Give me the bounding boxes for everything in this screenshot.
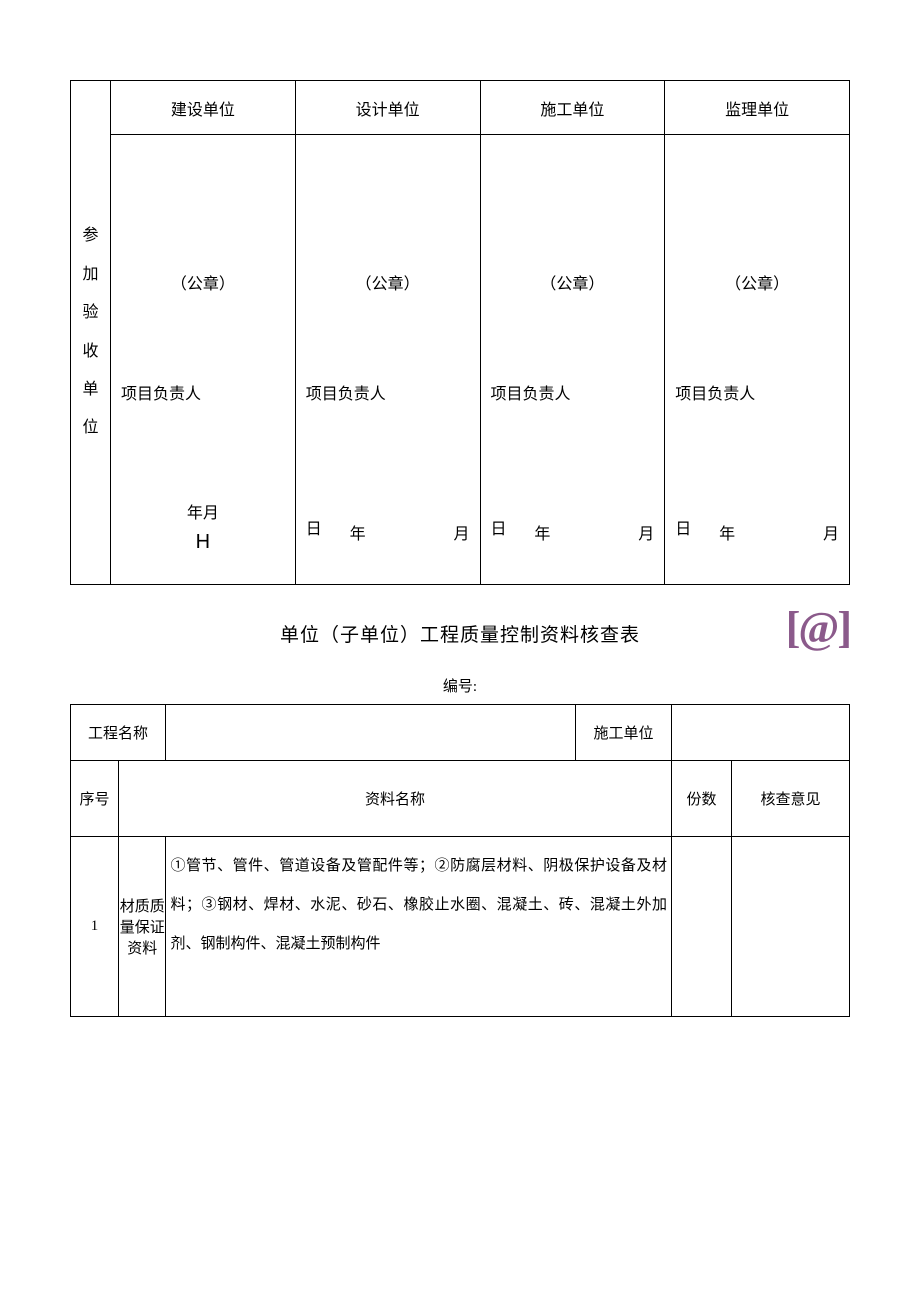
v-char: 位	[71, 409, 110, 447]
seq-header: 序号	[71, 761, 119, 837]
project-name-label: 工程名称	[71, 705, 166, 761]
material-detail: ①管节、管件、管道设备及管配件等；②防腐层材料、阴极保护设备及材料；③钢材、焊材…	[166, 837, 672, 1017]
date-line: 年 月	[481, 520, 665, 544]
col-header-builder: 施工单位	[480, 81, 665, 135]
date-block: 年月 H	[111, 499, 295, 554]
v-char: 加	[71, 256, 110, 294]
col-header-design: 设计单位	[295, 81, 480, 135]
quality-control-table: 工程名称 施工单位 序号 资料名称 份数 核查意见 1 材质质量保证资料 ①管节…	[70, 704, 850, 1017]
vertical-label-cell: 参 加 验 收 单 位	[71, 81, 111, 585]
v-char: 收	[71, 333, 110, 371]
copies-header: 份数	[672, 761, 732, 837]
marker-icon: [@]	[786, 602, 850, 653]
person-label: 项目负责人	[121, 380, 201, 404]
copies-value	[672, 837, 732, 1017]
person-label: 项目负责人	[306, 380, 386, 404]
project-name-value	[165, 705, 575, 761]
signature-cell-2: （公章） 项目负责人 年 月 日	[480, 135, 665, 585]
seal-text: （公章）	[665, 270, 849, 294]
date-day: 日	[491, 515, 507, 539]
signature-cell-0: （公章） 项目负责人 年月 H	[111, 135, 296, 585]
seal-text: （公章）	[111, 270, 295, 294]
date-month: 月	[453, 520, 469, 544]
v-char: 验	[71, 294, 110, 332]
date-year: 年	[350, 520, 366, 544]
v-char: 单	[71, 371, 110, 409]
signature-cell-3: （公章） 项目负责人 年 月 日	[665, 135, 850, 585]
date-day: 日	[306, 515, 322, 539]
builder-value	[672, 705, 850, 761]
date-month: 月	[823, 520, 839, 544]
review-header: 核查意见	[732, 761, 850, 837]
serial-number-label: 编号:	[70, 675, 850, 696]
seq-value: 1	[71, 837, 119, 1017]
builder-label: 施工单位	[576, 705, 672, 761]
date-ym: 年月	[111, 499, 295, 523]
col-header-construction: 建设单位	[111, 81, 296, 135]
v-char: 参	[71, 217, 110, 255]
seal-text: （公章）	[296, 270, 480, 294]
date-day: 日	[675, 515, 691, 539]
review-value	[732, 837, 850, 1017]
date-line: 年 月	[296, 520, 480, 544]
date-h: H	[196, 531, 210, 553]
col-header-supervisor: 监理单位	[665, 81, 850, 135]
date-line: 年 月	[665, 520, 849, 544]
seal-text: （公章）	[481, 270, 665, 294]
person-label: 项目负责人	[491, 380, 571, 404]
document-title: 单位（子单位）工程质量控制资料核查表	[280, 625, 640, 646]
person-label: 项目负责人	[675, 380, 755, 404]
date-month: 月	[638, 520, 654, 544]
date-year: 年	[719, 520, 735, 544]
material-name-header: 资料名称	[119, 761, 672, 837]
acceptance-units-table: 参 加 验 收 单 位 建设单位 设计单位 施工单位 监理单位 （公章） 项目负…	[70, 80, 850, 585]
signature-cell-1: （公章） 项目负责人 年 月 日	[295, 135, 480, 585]
date-year: 年	[534, 520, 550, 544]
title-area: 单位（子单位）工程质量控制资料核查表 [@]	[70, 620, 850, 647]
material-category: 材质质量保证资料	[119, 837, 166, 1017]
